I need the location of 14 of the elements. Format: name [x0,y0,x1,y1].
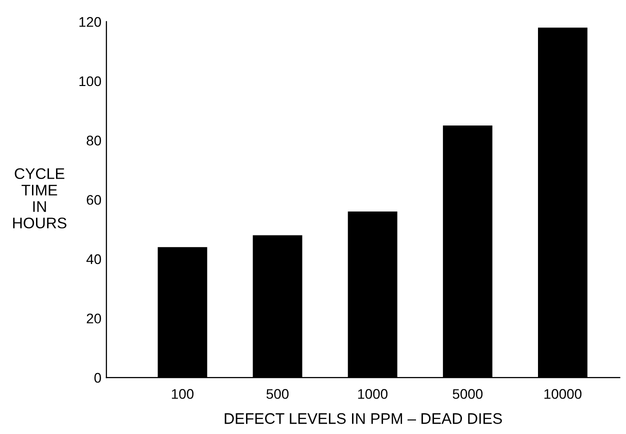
x-tick-label: 500 [266,389,289,399]
y-axis-title: CYCLE TIME IN HOURS [13,168,66,228]
y-tick-label: 60 [86,194,102,205]
y-tick-label: 0 [94,372,102,383]
x-tick-label: 10000 [544,389,582,399]
x-axis-title: DEFECT LEVELS IN PPM – DEAD DIES [224,413,502,424]
y-tick-label: 20 [86,314,102,324]
x-tick-label: 5000 [452,389,483,399]
x-tick-label: 100 [172,389,194,399]
y-tick-label: 100 [79,76,102,86]
y-tick-label: 40 [86,254,102,264]
y-tick-label: 120 [79,17,102,27]
x-tick-label: 1000 [358,389,388,399]
y-tick-label: 80 [86,136,102,146]
